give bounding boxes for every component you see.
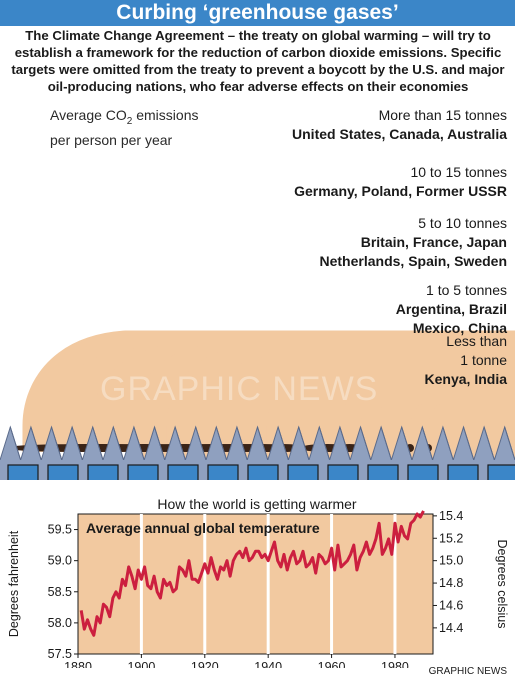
emissions-label-suffix: emissions (136, 107, 199, 123)
emissions-label-co: Average CO (50, 107, 127, 123)
chart-annotation: Average annual global temperature (86, 520, 320, 536)
group-5-10: 5 to 10 tonnes Britain, France, Japan Ne… (320, 214, 508, 271)
group-over-15: More than 15 tonnes United States, Canad… (292, 106, 507, 144)
y-left-tick-label: 58.0 (48, 616, 72, 630)
smoke-plumes (22, 330, 515, 463)
chart-title: How the world is getting warmer (157, 496, 357, 512)
y-right-tick-label: 14.6 (439, 598, 463, 612)
group-countries: Kenya, India (424, 371, 507, 387)
group-countries: United States, Canada, Australia (292, 126, 507, 142)
group-countries: Argentina, Brazil (395, 301, 507, 317)
group-title: 5 to 10 tonnes (418, 215, 507, 231)
smoke-plume (427, 395, 515, 452)
y-left-tick-label: 58.5 (48, 585, 72, 599)
group-countries: Mexico, China (412, 320, 507, 336)
group-title: 1 tonne (460, 352, 507, 368)
group-title: More than 15 tonnes (378, 107, 507, 123)
group-1-5: 1 to 5 tonnes Argentina, Brazil Mexico, … (396, 281, 507, 338)
y-left-tick-label: 57.5 (48, 647, 72, 661)
smoke-plume (409, 395, 515, 452)
group-10-15: 10 to 15 tonnes Germany, Poland, Former … (294, 163, 507, 201)
credit: GRAPHIC NEWS (428, 666, 507, 677)
temperature-chart: How the world is getting warmer 1880 1900… (0, 480, 515, 668)
x-tick-label: 1960 (318, 660, 346, 668)
x-tick-label: 1900 (127, 660, 155, 668)
y-right-tick-label: 15.2 (439, 531, 463, 545)
y-right-tick-label: 15.4 (439, 509, 463, 523)
y-left-tick-label: 59.0 (48, 554, 72, 568)
y-right-tick-label: 15.0 (439, 554, 463, 568)
group-under-1: Less than 1 tonne Kenya, India (425, 332, 507, 389)
x-tick-label: 1920 (191, 660, 219, 668)
x-tick-label: 1980 (381, 660, 409, 668)
chart-gridlines (139, 514, 397, 654)
temperature-line (79, 510, 425, 637)
emissions-label: Average CO2 emissions per person per yea… (50, 106, 198, 150)
group-title: 1 to 5 tonnes (426, 282, 507, 298)
intro-text: The Climate Change Agreement – the treat… (11, 28, 505, 94)
group-title: 10 to 15 tonnes (410, 164, 507, 180)
left-axis-label: Degrees fahrenheit (7, 530, 21, 637)
group-countries: Germany, Poland, Former USSR (294, 183, 507, 199)
page-title: Curbing ‘greenhouse gases’ (0, 0, 515, 26)
y-right-tick-label: 14.4 (439, 621, 463, 635)
smoke-plume (338, 385, 515, 452)
x-tick-label: 1880 (64, 660, 92, 668)
emissions-label-line2: per person per year (50, 131, 173, 148)
chart-ticks: 1880 1900 1920 1940 1960 1980 57.5 58.0 58.5 59.0… (48, 509, 464, 668)
svg-text:Average annual global temperat: Average annual global temperature (86, 520, 320, 536)
x-tick-label: 1940 (254, 660, 282, 668)
right-axis-label: Degrees celsius (495, 540, 509, 629)
watermark: GRAPHIC NEWS (100, 370, 379, 408)
y-right-tick-label: 14.8 (439, 576, 463, 590)
group-title: Less than (446, 333, 507, 349)
emissions-label-sub: 2 (126, 115, 133, 127)
group-countries: Netherlands, Spain, Sweden (319, 253, 508, 269)
group-countries: Britain, France, Japan (360, 234, 507, 250)
y-left-tick-label: 59.5 (48, 523, 72, 537)
